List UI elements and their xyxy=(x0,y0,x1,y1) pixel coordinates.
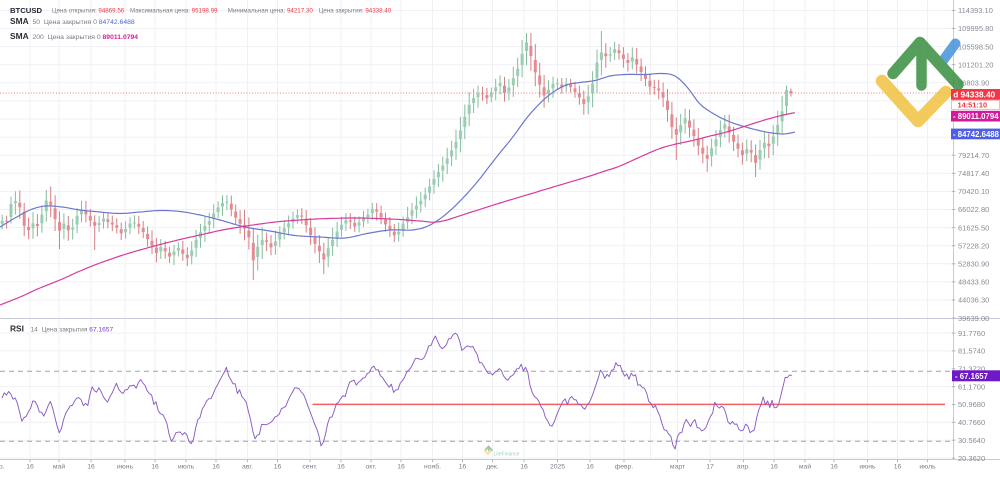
svg-text:81.5740: 81.5740 xyxy=(958,347,985,356)
svg-text:16: 16 xyxy=(586,464,594,471)
svg-text:- 67.1657: - 67.1657 xyxy=(955,372,988,381)
svg-text:14 Цена закрытия 67.1657: 14 Цена закрытия 67.1657 xyxy=(31,326,114,333)
svg-text:109995.80: 109995.80 xyxy=(958,24,993,33)
svg-text:16: 16 xyxy=(397,464,405,471)
svg-text:114393.10: 114393.10 xyxy=(958,6,993,15)
svg-text:74817.40: 74817.40 xyxy=(958,169,989,178)
svg-text:52830.90: 52830.90 xyxy=(958,260,989,269)
svg-text:16: 16 xyxy=(520,464,528,471)
svg-text:16: 16 xyxy=(212,464,220,471)
svg-text:- 84742.6488: - 84742.6488 xyxy=(953,130,1000,139)
svg-text:66022.80: 66022.80 xyxy=(958,205,989,214)
svg-text:48433.60: 48433.60 xyxy=(958,278,989,287)
svg-text:71.3720: 71.3720 xyxy=(958,365,985,374)
svg-text:март: март xyxy=(670,464,685,471)
svg-text:2025: 2025 xyxy=(550,464,565,471)
svg-text:июль: июль xyxy=(919,464,936,471)
svg-text:105598.50: 105598.50 xyxy=(958,42,993,51)
svg-text:61.1700: 61.1700 xyxy=(958,382,985,391)
svg-text:96803.90: 96803.90 xyxy=(958,79,989,88)
svg-text:LiteFinance: LiteFinance xyxy=(494,452,520,458)
svg-text:20.3620: 20.3620 xyxy=(958,454,985,463)
svg-text:16: 16 xyxy=(894,464,902,471)
svg-text:16: 16 xyxy=(337,464,345,471)
svg-text:июль: июль xyxy=(178,464,195,471)
svg-text:февр.: февр. xyxy=(615,464,634,471)
svg-text:30.5640: 30.5640 xyxy=(958,436,985,445)
svg-text:май: май xyxy=(799,463,811,471)
svg-text:июнь: июнь xyxy=(117,464,134,471)
svg-text:16: 16 xyxy=(830,464,838,471)
svg-text:окт.: окт. xyxy=(365,464,376,471)
svg-text:91.7760: 91.7760 xyxy=(958,329,985,338)
svg-text:нояб.: нояб. xyxy=(424,463,441,471)
svg-text:Максимальная цена: 95198.99: Максимальная цена: 95198.99 xyxy=(130,8,218,15)
svg-text:май: май xyxy=(53,463,65,471)
svg-text:50.9680: 50.9680 xyxy=(958,400,985,409)
svg-text:авг.: авг. xyxy=(242,464,253,471)
svg-text:SMA: SMA xyxy=(10,31,29,41)
svg-text:июнь: июнь xyxy=(859,464,876,471)
svg-text:16: 16 xyxy=(151,464,159,471)
svg-text:SMA: SMA xyxy=(10,16,29,26)
svg-text:61625.50: 61625.50 xyxy=(958,223,989,232)
svg-text:200 Цена закрытия 0 89011.079: 200 Цена закрытия 0 89011.0794 xyxy=(33,34,139,41)
svg-text:16: 16 xyxy=(87,464,95,471)
svg-text:RSI: RSI xyxy=(10,323,24,333)
svg-text:50 Цена закрытия 0 84742.6488: 50 Цена закрытия 0 84742.6488 xyxy=(33,19,135,26)
svg-text:79214.70: 79214.70 xyxy=(958,151,989,160)
svg-text:апр.: апр. xyxy=(737,464,750,471)
svg-text:57228.20: 57228.20 xyxy=(958,241,989,250)
svg-text:BTCUSD: BTCUSD xyxy=(10,6,42,15)
svg-text:16: 16 xyxy=(459,464,467,471)
svg-text:Минимальная цена: 94217.30: Минимальная цена: 94217.30 xyxy=(228,8,314,15)
svg-text:39639.00: 39639.00 xyxy=(958,314,989,323)
svg-text:17: 17 xyxy=(706,464,714,471)
svg-text:16: 16 xyxy=(26,464,34,471)
svg-text:сент.: сент. xyxy=(302,464,317,471)
svg-text:апр.: апр. xyxy=(0,464,5,471)
svg-text:14:51:10: 14:51:10 xyxy=(958,101,988,110)
svg-text:70420.10: 70420.10 xyxy=(958,187,989,196)
svg-text:Цена открытия: 94869.56: Цена открытия: 94869.56 xyxy=(52,8,125,15)
svg-text:Цена закрытия: 94338.40: Цена закрытия: 94338.40 xyxy=(319,8,392,15)
svg-text:16: 16 xyxy=(770,464,778,471)
svg-text:16: 16 xyxy=(274,464,282,471)
svg-text:d 94338.40: d 94338.40 xyxy=(953,90,995,100)
svg-text:44036.30: 44036.30 xyxy=(958,296,989,305)
svg-text:- 89011.0794: - 89011.0794 xyxy=(953,112,999,121)
svg-text:101201.20: 101201.20 xyxy=(958,60,993,69)
svg-text:дек.: дек. xyxy=(486,464,499,471)
svg-text:40.7660: 40.7660 xyxy=(958,418,985,427)
